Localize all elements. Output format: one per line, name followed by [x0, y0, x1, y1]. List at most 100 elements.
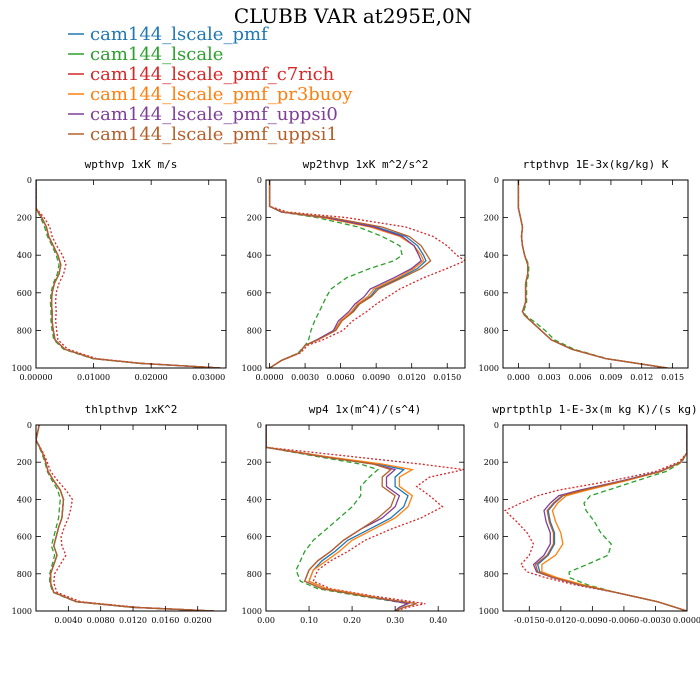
series-line	[36, 180, 221, 368]
x-tick-label: 0.0160	[151, 616, 179, 625]
y-tick-label: 200	[247, 214, 262, 223]
x-tick-label: 0.0080	[87, 616, 115, 625]
x-tick-label: 0.015	[661, 373, 684, 382]
legend-label: cam144_lscale_pmf_uppsi1	[90, 124, 338, 145]
legend-label: cam144_lscale_pmf	[90, 24, 269, 45]
x-tick-label: -0.0030	[640, 616, 671, 625]
x-tick-label: 0.0090	[362, 373, 390, 382]
y-tick-label: 600	[484, 289, 499, 298]
series-line	[36, 425, 214, 611]
x-tick-label: 0.000	[507, 373, 530, 382]
y-tick-label: 0	[27, 421, 32, 430]
y-tick-label: 0	[257, 176, 262, 185]
x-tick-label: 0.10	[300, 616, 318, 625]
y-tick-label: 600	[247, 289, 262, 298]
series-line	[266, 425, 411, 611]
x-tick-label: 0.012	[630, 373, 653, 382]
x-tick-label: -0.0090	[577, 616, 608, 625]
plot-frame	[502, 179, 689, 369]
y-tick-label: 800	[17, 570, 32, 579]
y-tick-label: 1000	[12, 364, 32, 373]
y-tick-label: 1000	[479, 364, 499, 373]
series-line	[517, 180, 668, 368]
y-tick-label: 600	[484, 533, 499, 542]
plot-frame	[502, 424, 688, 612]
y-tick-label: 0	[27, 176, 32, 185]
legend-item: cam144_lscale_pmf_uppsi0	[68, 104, 338, 125]
y-tick-label: 400	[17, 495, 32, 504]
series-line	[36, 425, 214, 611]
legend-label: cam144_lscale_pmf_pr3buoy	[90, 84, 353, 105]
legend-label: cam144_lscale_pmf_c7rich	[90, 64, 335, 85]
x-tick-label: 0.0120	[398, 373, 426, 382]
panels: wpthvp 1xK m/s0.00000 0.01000 0.02000 0.030…	[12, 158, 700, 625]
series-line	[36, 180, 221, 368]
plot-frame	[35, 424, 227, 612]
series-line	[266, 425, 411, 611]
x-tick-label: 0.0000	[256, 373, 284, 382]
legend-item: cam144_lscale_pmf_pr3buoy	[68, 84, 353, 105]
series-line	[268, 180, 465, 368]
y-tick-label: 600	[247, 533, 262, 542]
x-tick-label: 0.30	[386, 616, 404, 625]
legend-item: cam144_lscale	[68, 44, 223, 65]
series-group	[517, 180, 668, 368]
y-tick-label: 800	[484, 326, 499, 335]
series-line	[36, 425, 214, 611]
plot-frame	[265, 179, 466, 369]
series-line	[36, 180, 221, 368]
x-tick-label: -0.0120	[545, 616, 576, 625]
x-tick-label: 0.0000	[673, 616, 700, 625]
series-group	[268, 180, 465, 368]
y-tick-label: 1000	[242, 364, 262, 373]
series-line	[268, 180, 432, 368]
series-line	[517, 180, 668, 368]
panel: rtpthvp 1E-3x(kg/kg) K 0.000 0.003 0.006 0.0…	[479, 158, 689, 382]
x-tick-label: 0.20	[343, 616, 361, 625]
panel-title: thlpthvp 1xK^2	[85, 403, 178, 416]
y-tick-label: 1000	[242, 607, 262, 616]
series-line	[266, 425, 415, 611]
panel: wp4 1x(m^4)/(s^4) 0.00 0.10 0.20 0.30 0.40 0 20…	[242, 403, 465, 625]
x-tick-label: 0.02000	[135, 373, 168, 382]
series-line	[517, 180, 668, 368]
y-tick-label: 800	[17, 326, 32, 335]
y-tick-label: 1000	[12, 607, 32, 616]
y-tick-label: 200	[484, 214, 499, 223]
series-line	[568, 425, 687, 611]
x-tick-label: 0.003	[538, 373, 561, 382]
series-line	[536, 425, 687, 611]
series-line	[517, 180, 668, 368]
plot-frame	[35, 179, 227, 369]
legend-item: cam144_lscale_pmf_uppsi1	[68, 124, 338, 145]
series-line	[517, 180, 668, 368]
series-group	[266, 425, 464, 611]
series-line	[268, 180, 403, 368]
series-line	[36, 425, 214, 611]
y-tick-label: 200	[17, 214, 32, 223]
panel: thlpthvp 1xK^2 0.0040 0.0080 0.0120 0.0160 0.…	[12, 403, 227, 625]
x-tick-label: -0.0150	[514, 616, 545, 625]
panel: wprtpthlp 1-E-3x(m kg K)/(s kg)-0.0150 -0…	[479, 403, 700, 625]
plot-frame	[265, 424, 465, 612]
x-tick-label: 0.40	[429, 616, 447, 625]
series-line	[517, 180, 668, 368]
legend-item: cam144_lscale_pmf_c7rich	[68, 64, 335, 85]
panel: wp2thvp 1xK m^2/s^2 0.0000 0.0030 0.0060 0.0…	[242, 158, 466, 382]
legend: cam144_lscale_pmfcam144_lscalecam144_lsc…	[68, 24, 353, 145]
series-line	[36, 425, 214, 611]
x-tick-label: 0.009	[599, 373, 622, 382]
y-tick-label: 200	[247, 458, 262, 467]
panel-title: wp4 1x(m^4)/(s^4)	[309, 403, 422, 416]
y-tick-label: 600	[17, 289, 32, 298]
series-line	[541, 425, 687, 611]
series-line	[266, 425, 411, 611]
panel-title: wp2thvp 1xK m^2/s^2	[303, 158, 429, 171]
y-tick-label: 400	[247, 251, 262, 260]
y-tick-label: 0	[257, 421, 262, 430]
series-line	[36, 425, 214, 611]
series-line	[503, 425, 687, 611]
series-line	[36, 180, 221, 368]
y-tick-label: 400	[247, 495, 262, 504]
